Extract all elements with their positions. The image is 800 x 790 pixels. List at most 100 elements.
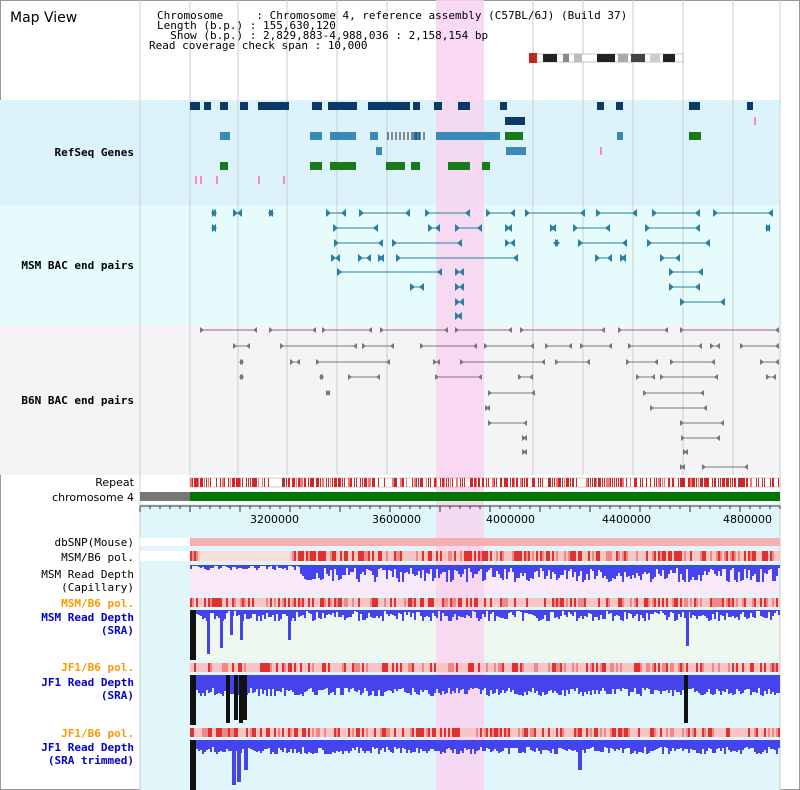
track-label-msm-depth-sra[interactable]: MSM Read Depth (SRA) — [0, 611, 134, 637]
polymorphism-cell — [754, 551, 756, 561]
read-depth-bar — [534, 610, 536, 616]
polymorphism-cell — [294, 663, 296, 672]
read-depth-bar — [276, 565, 278, 566]
read-depth-bar — [506, 675, 508, 691]
polymorphism-cell — [604, 551, 606, 561]
b6n-bac-end — [650, 405, 654, 411]
polymorphism-cell — [550, 663, 552, 672]
polymorphism-cell — [330, 728, 332, 737]
polymorphism-cell — [224, 598, 226, 607]
polymorphism-cell — [534, 551, 536, 561]
read-depth-bar — [220, 740, 222, 751]
polymorphism-cell — [580, 663, 582, 672]
polymorphism-cell — [404, 728, 406, 737]
track-label-msm-b6-pol-2[interactable]: MSM/B6 pol. — [61, 597, 134, 610]
polymorphism-cell — [574, 663, 576, 672]
polymorphism-cell — [630, 598, 632, 607]
read-depth-bar — [378, 610, 380, 618]
track-label-b6n-bac[interactable]: B6N BAC end pairs — [21, 394, 134, 407]
track-label-msm-bac[interactable]: MSM BAC end pairs — [21, 259, 134, 272]
polymorphism-cell — [452, 728, 454, 737]
read-depth-bar — [438, 675, 440, 693]
read-depth-bar — [726, 675, 728, 689]
polymorphism-cell — [240, 663, 242, 672]
read-depth-bar — [204, 740, 206, 752]
polymorphism-cell — [458, 598, 460, 607]
polymorphism-cell — [738, 663, 740, 672]
read-depth-bar — [402, 610, 404, 621]
b6n-bac-end — [772, 374, 776, 380]
read-depth-bar — [256, 610, 258, 621]
msm-bac-end — [551, 224, 556, 232]
b6n-bac-end — [488, 420, 492, 426]
track-label-refseq-genes[interactable]: RefSeq Genes — [54, 146, 134, 159]
read-depth-bar — [272, 565, 274, 569]
repeat-element — [366, 478, 367, 487]
polymorphism-cell — [426, 598, 428, 607]
read-depth-bar — [702, 675, 704, 695]
track-label-dbsnp[interactable]: dbSNP(Mouse) — [54, 536, 134, 549]
polymorphism-cell — [438, 551, 440, 561]
polymorphism-cell — [488, 598, 490, 607]
polymorphism-cell — [596, 663, 598, 672]
polymorphism-cell — [662, 728, 664, 737]
polymorphism-cell — [564, 551, 566, 561]
polymorphism-cell — [686, 663, 688, 672]
polymorphism-cell — [752, 551, 754, 561]
polymorphism-cell — [546, 663, 548, 672]
polymorphism-cell — [286, 598, 288, 607]
read-depth-bar — [448, 565, 450, 570]
polymorphism-cell — [358, 728, 360, 737]
read-depth-bar — [532, 675, 534, 688]
read-depth-bar — [776, 610, 778, 611]
polymorphism-cell — [528, 663, 530, 672]
polymorphism-cell — [260, 663, 262, 672]
read-depth-bar — [656, 740, 658, 749]
polymorphism-cell — [772, 598, 774, 607]
b6n-bac-end — [253, 327, 257, 333]
read-coverage-value: 10,000 — [327, 39, 368, 52]
read-depth-bar — [354, 565, 356, 568]
polymorphism-cell — [656, 728, 658, 737]
msm-bac-end — [359, 209, 364, 217]
polymorphism-cell — [568, 663, 570, 672]
polymorphism-cell — [544, 663, 546, 672]
read-depth-bar — [688, 740, 690, 753]
polymorphism-cell — [506, 728, 508, 737]
polymorphism-cell — [648, 598, 650, 607]
read-depth-bar — [580, 610, 582, 616]
track-label-jf1-b6-pol-1[interactable]: JF1/B6 pol. — [61, 661, 134, 674]
msm-bac-end — [553, 239, 558, 247]
read-depth-bar — [344, 565, 346, 575]
read-depth-bar — [562, 740, 564, 749]
polymorphism-cell — [310, 663, 312, 672]
read-depth-bar — [674, 565, 676, 573]
read-depth-bar — [778, 610, 780, 615]
repeat-element — [548, 478, 550, 487]
repeat-element — [394, 478, 396, 487]
polymorphism-cell — [288, 728, 290, 737]
track-label-jf1-depth-sra[interactable]: JF1 Read Depth (SRA) — [0, 676, 134, 702]
read-depth-bar — [196, 610, 198, 614]
polymorphism-cell — [602, 663, 604, 672]
polymorphism-cell — [246, 598, 248, 607]
polymorphism-cell — [350, 663, 352, 672]
polymorphism-cell — [448, 598, 450, 607]
track-label-msm-depth-capillary[interactable]: MSM Read Depth (Capillary) — [0, 568, 134, 594]
track-label-jf1-depth-trimmed[interactable]: JF1 Read Depth (SRA trimmed) — [0, 741, 134, 767]
repeat-element — [362, 478, 363, 487]
polymorphism-cell — [730, 728, 732, 737]
msm-bac-end — [647, 239, 652, 247]
polymorphism-cell — [498, 663, 500, 672]
polymorphism-cell — [280, 598, 282, 607]
read-depth-bar — [566, 740, 568, 751]
track-label-msm-b6-pol-1[interactable]: MSM/B6 pol. — [61, 551, 134, 564]
polymorphism-cell — [648, 663, 650, 672]
track-label-jf1-b6-pol-2[interactable]: JF1/B6 pol. — [61, 727, 134, 740]
polymorphism-cell — [620, 598, 622, 607]
polymorphism-cell — [228, 728, 230, 737]
polymorphism-cell — [758, 551, 760, 561]
polymorphism-cell — [710, 598, 712, 607]
polymorphism-cell — [708, 663, 710, 672]
